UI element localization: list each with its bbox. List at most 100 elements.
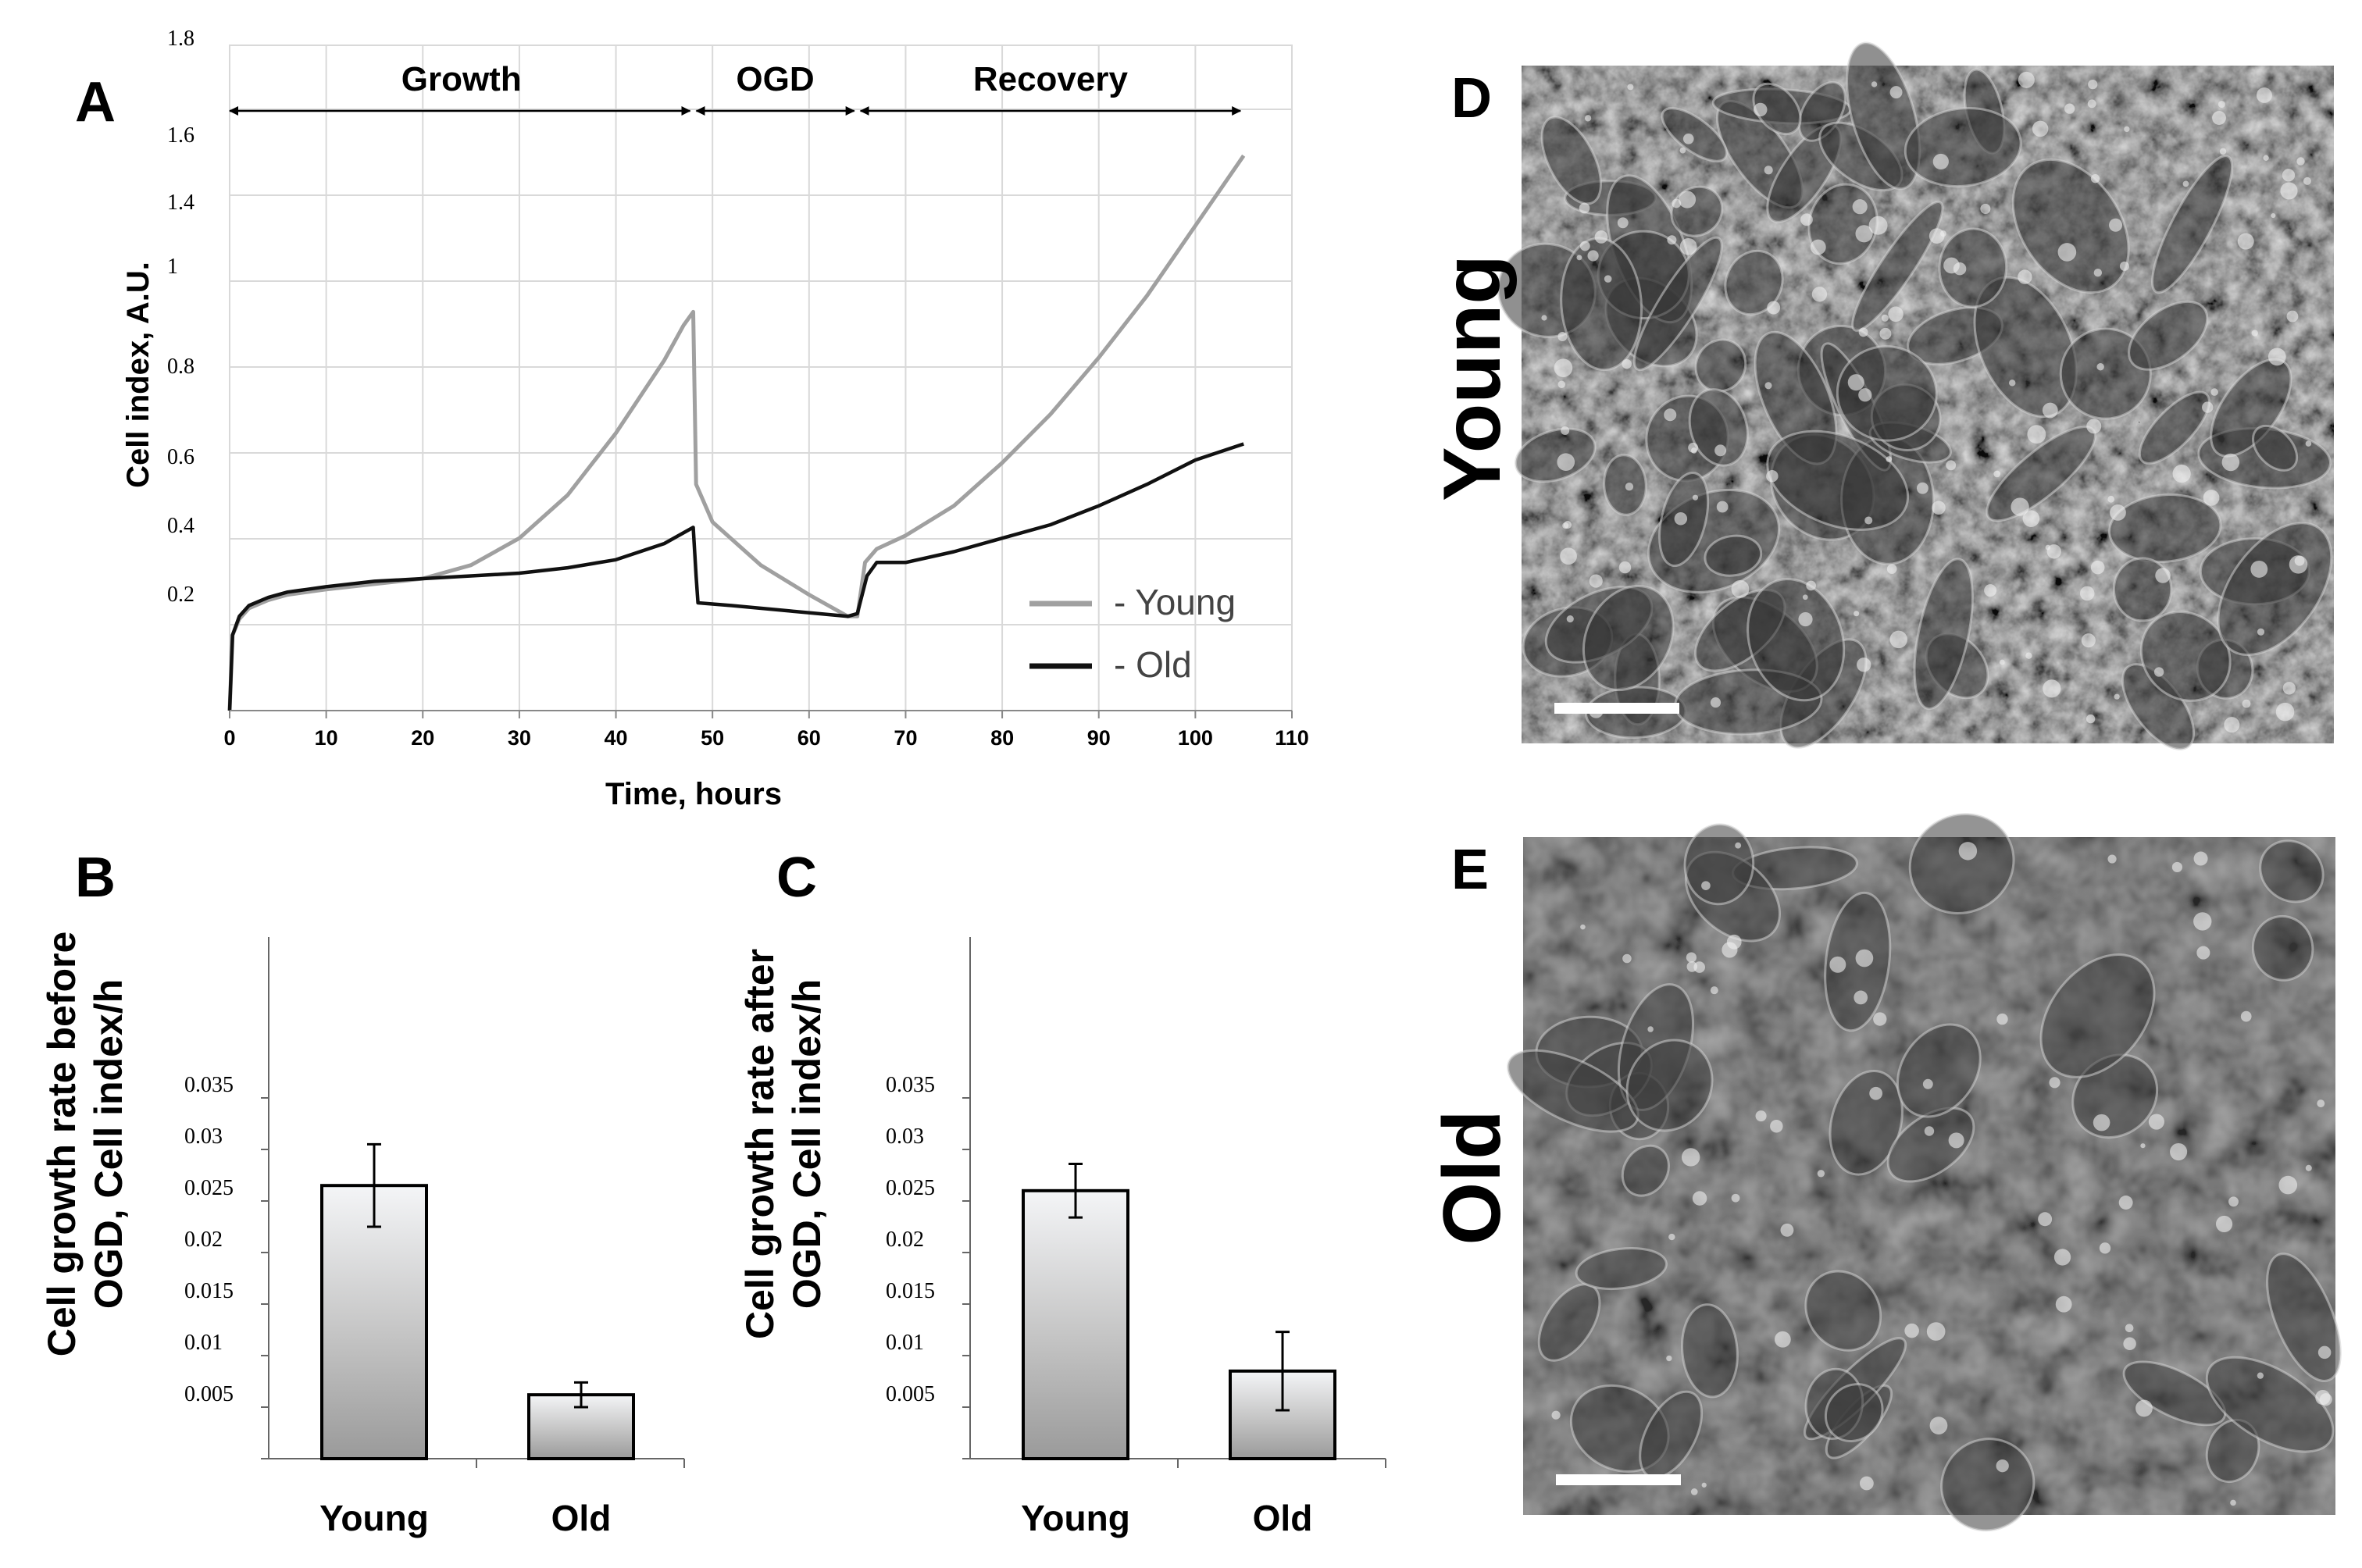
vesicle (1714, 444, 1727, 457)
vesicle (2317, 1099, 2325, 1108)
category-label-old: Old (551, 1498, 612, 1538)
vesicle (1580, 924, 1586, 930)
vesicle (2027, 425, 2046, 444)
vesicle (1692, 494, 1699, 501)
y-tick-label: 0.005 (886, 1382, 935, 1406)
vesicle (2240, 1010, 2252, 1022)
line-chart-panel-a: Growth OGD Recovery 0 10 20 30 40 50 60 70 80 90 100… (121, 27, 1309, 811)
vesicle (1682, 133, 1694, 144)
cell-outline (2039, 953, 2156, 1078)
vesicle (1668, 1233, 1675, 1241)
vesicle (1958, 842, 1978, 861)
vesicle (1667, 235, 1677, 245)
bar-chart-panel-b: Cell growth rate before OGD, Cell index/… (40, 932, 685, 1538)
vesicle (2155, 568, 2171, 583)
panel-letter-a: A (75, 71, 116, 134)
vesicle (1594, 230, 1608, 244)
cell-outline (1896, 1023, 1982, 1118)
vesicle (2275, 702, 2295, 722)
vesicle (1770, 1120, 1783, 1133)
vesicle (1946, 460, 1957, 471)
cell-outline (1824, 1383, 1884, 1442)
vesicle (2135, 1399, 2153, 1417)
phase-label: Growth (401, 60, 522, 98)
vesicle (1710, 697, 1722, 708)
vesicle (1766, 469, 1779, 483)
cell-outline (2128, 300, 2209, 371)
vesicle (2219, 148, 2227, 155)
x-tick-label: 30 (508, 726, 531, 750)
vesicle (2215, 1215, 2233, 1233)
micrograph-label-old: Old (1427, 1110, 1518, 1245)
micrograph-label-young: Young (1427, 255, 1518, 501)
cell-outline (1540, 116, 1602, 205)
vesicle (2109, 218, 2123, 232)
vesicle (1943, 257, 1960, 274)
cell-outline (1904, 106, 2022, 188)
vesicle (2282, 169, 2296, 182)
y-ticks-a: 0.2 0.4 0.6 0.8 1 1.4 1.6 1.8 (167, 27, 194, 607)
vesicle (2090, 174, 2100, 184)
phase-annotations: Growth OGD Recovery (229, 60, 1242, 116)
vesicle (1996, 1459, 2009, 1473)
vesicle (2018, 71, 2035, 88)
scale-bar-old (1556, 1474, 1681, 1485)
cell-outline (1582, 584, 1675, 692)
vesicle (2081, 633, 2096, 648)
vesicle (1798, 611, 1813, 627)
vesicle (2278, 1175, 2298, 1195)
vesicle (2212, 111, 2226, 125)
cell-outline (2151, 155, 2234, 294)
vesicle (1716, 501, 1729, 513)
bar-young (1022, 1188, 1129, 1461)
vesicle (2305, 1164, 2312, 1171)
y-tick-label: 0.02 (886, 1228, 924, 1252)
cell-outline (1507, 1049, 1639, 1133)
vesicle (1563, 521, 1572, 529)
vesicle (1868, 216, 1888, 235)
x-tick-label: 100 (1178, 726, 1213, 750)
phase-label: OGD (736, 60, 814, 98)
x-tick-label: 110 (1275, 726, 1309, 750)
x-tick-label: 90 (1087, 726, 1111, 750)
vesicle (1764, 382, 1772, 390)
vesicle (2124, 126, 2130, 133)
vesicle (2282, 682, 2296, 695)
vesicle (2032, 120, 2049, 137)
cell-outline (1621, 1144, 1670, 1197)
series-line-young (227, 154, 1246, 711)
vesicle (1560, 547, 1577, 565)
vesicle (2114, 693, 2120, 700)
vesicle (1800, 213, 1813, 226)
vesicle (2022, 510, 2040, 527)
vesicle (1852, 199, 1868, 215)
vesicle (1554, 358, 1573, 377)
vesicle (1678, 191, 1697, 208)
micrograph-old (1507, 813, 2342, 1532)
cell-outline (1681, 1303, 1739, 1399)
vesicle (1681, 1148, 1700, 1167)
panel-letter-e: E (1451, 839, 1489, 901)
vesicle (1690, 1488, 1698, 1495)
x-tick-label: 80 (990, 726, 1014, 750)
vesicle (2303, 176, 2311, 185)
vesicle (2008, 380, 2016, 387)
vesicle (1948, 1132, 1964, 1149)
vesicle (1561, 426, 1570, 436)
cell-outline (2138, 390, 2210, 465)
vesicle (1855, 225, 1873, 243)
vesicle (1731, 1193, 1740, 1203)
vesicle (2025, 652, 2032, 659)
gridlines-a (230, 45, 1293, 711)
vesicle (2099, 1242, 2111, 1254)
cell-outline (2139, 610, 2232, 702)
y-tick-label: 0.035 (886, 1073, 935, 1097)
vesicle (1584, 115, 1592, 122)
vesicle (2123, 1337, 2136, 1351)
vesicle (2286, 310, 2299, 323)
vesicle (1926, 1322, 1946, 1341)
vesicle (1929, 1417, 1948, 1434)
vesicle (1886, 456, 1893, 462)
cell-outline (2122, 1360, 2227, 1427)
